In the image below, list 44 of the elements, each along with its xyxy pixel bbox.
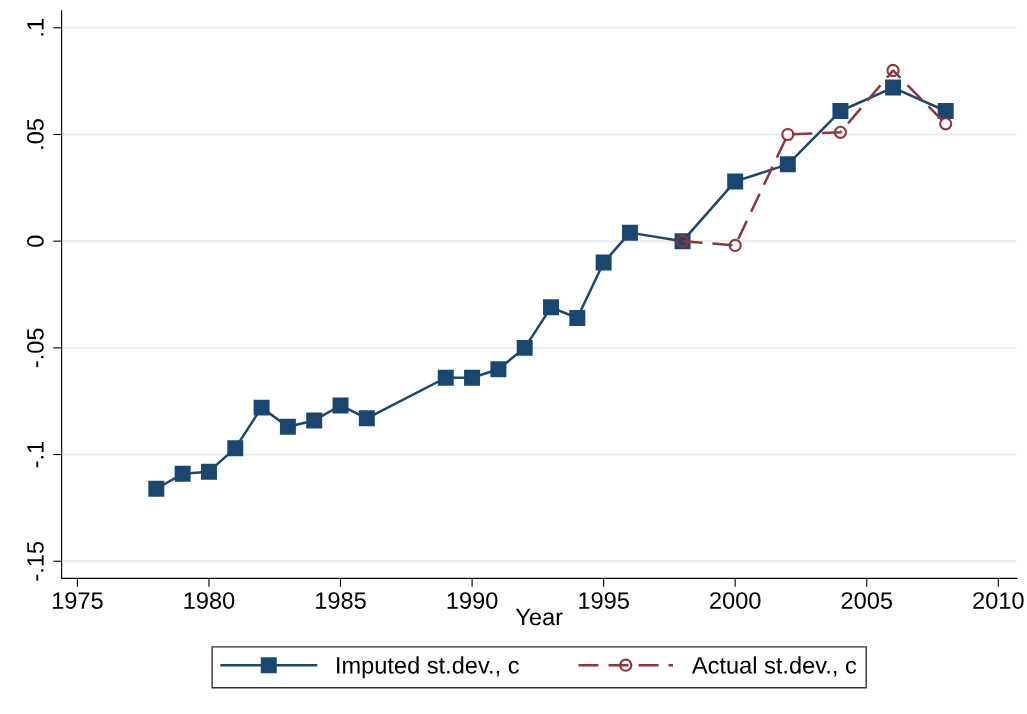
- x-tick-label: 1975: [52, 592, 103, 609]
- point: [227, 440, 244, 457]
- point: [464, 369, 481, 386]
- x-tick-label: 2005: [841, 592, 893, 609]
- point: [358, 410, 375, 427]
- point: [253, 399, 270, 416]
- point: [490, 361, 507, 378]
- legend-label: Actual st.dev., c: [691, 656, 857, 677]
- point: [939, 117, 953, 131]
- point: [306, 412, 323, 429]
- y-tick-label: -.1: [27, 441, 44, 468]
- y-tick-label: .1: [27, 19, 44, 36]
- point: [148, 480, 165, 497]
- point: [728, 238, 742, 253]
- point: [516, 339, 533, 356]
- point: [621, 224, 638, 241]
- x-tick-label: 1990: [447, 592, 498, 609]
- y-tick-label: .05: [27, 119, 44, 149]
- point: [437, 369, 454, 386]
- point: [595, 254, 612, 271]
- x-tick-label: 1985: [316, 592, 366, 609]
- point: [833, 125, 848, 139]
- point: [200, 463, 217, 480]
- point: [781, 127, 795, 142]
- point: [937, 103, 954, 119]
- point: [832, 103, 849, 119]
- point: [174, 465, 191, 482]
- y-tick-label: -.05: [27, 328, 44, 368]
- legend-label: Imputed st.dev., c: [337, 656, 519, 679]
- y-tick-label: -.15: [27, 541, 44, 581]
- x-tick-label: 1980: [184, 592, 235, 609]
- x-axis-title: Year: [515, 608, 563, 626]
- point: [885, 79, 902, 96]
- point: [779, 156, 796, 173]
- point: [569, 310, 586, 326]
- x-tick-label: 1995: [579, 592, 629, 609]
- x-tick-label: 2000: [710, 592, 761, 609]
- point: [543, 299, 559, 316]
- point: [886, 63, 900, 78]
- x-tick-label: 2010: [973, 592, 1024, 609]
- y-tick-label: 0: [27, 235, 44, 247]
- point: [279, 418, 296, 435]
- point: [332, 397, 349, 414]
- point: [727, 173, 744, 190]
